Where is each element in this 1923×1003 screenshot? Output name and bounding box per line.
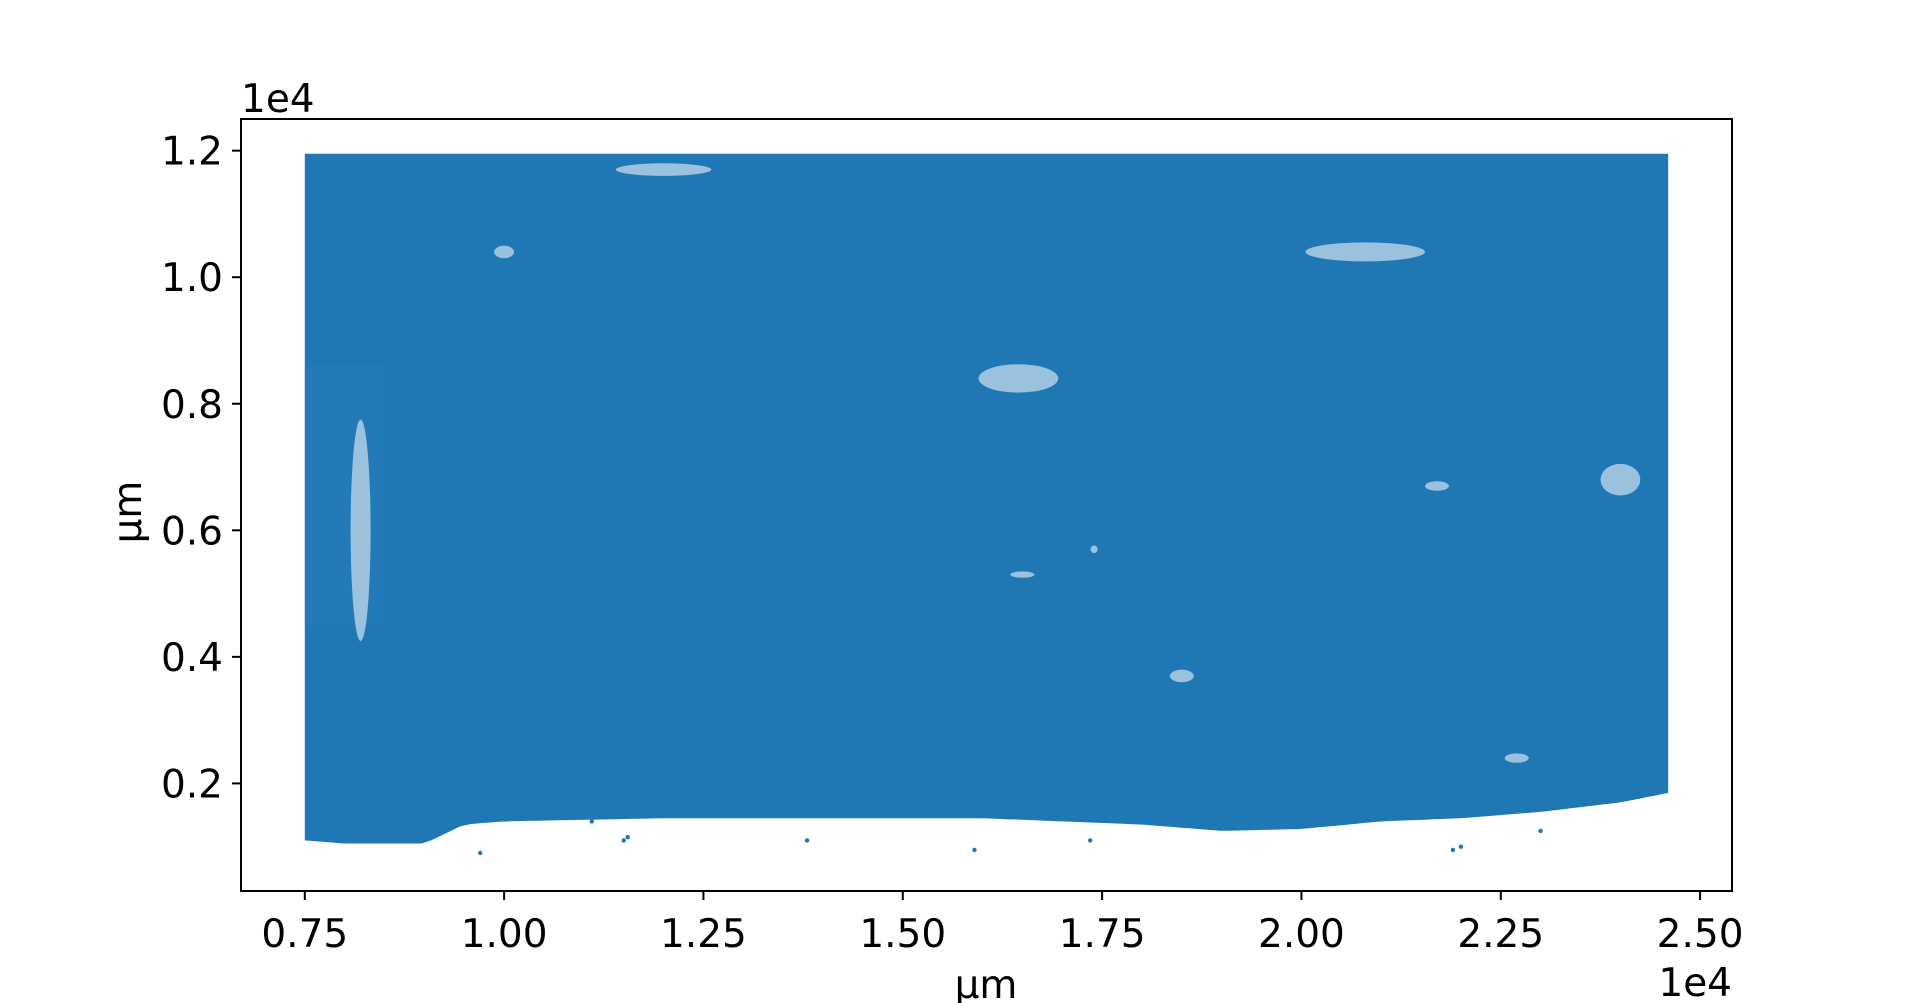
data-point	[1458, 844, 1464, 849]
data-points	[304, 153, 1669, 856]
x-tick-label: 1.75	[1059, 912, 1146, 957]
y-axis-label: µm	[106, 481, 151, 544]
y-tick-label: 0.4	[161, 636, 223, 681]
x-offset-text: 1e4	[1658, 961, 1732, 1003]
x-tick-label: 0.75	[261, 912, 348, 957]
plot-frame	[240, 118, 1733, 892]
x-tick-label: 2.25	[1457, 912, 1544, 957]
cloud-gap	[1305, 242, 1425, 262]
data-point	[625, 835, 630, 840]
data-point	[1538, 828, 1543, 834]
cloud-gap	[1425, 481, 1449, 491]
data-point	[1450, 847, 1456, 853]
y-axis-ticks: 0.2 0.4 0.6 0.8 1.0 1.2	[161, 130, 241, 807]
cloud-gap	[1504, 753, 1529, 763]
x-tick-label: 1.50	[859, 912, 946, 957]
y-offset-text: 1e4	[241, 77, 315, 122]
cloud-edge-sparse-region	[304, 365, 385, 626]
y-tick-label: 0.8	[161, 383, 223, 428]
y-tick-label: 0.2	[161, 762, 223, 807]
x-axis-label: µm	[955, 963, 1018, 1003]
x-tick-label: 1.25	[660, 912, 747, 957]
cloud-gap	[615, 163, 712, 176]
x-tick-label: 2.50	[1657, 912, 1744, 957]
x-tick-label: 1.00	[461, 912, 548, 957]
y-tick-label: 0.6	[161, 509, 223, 554]
data-point	[589, 819, 594, 824]
data-point	[478, 850, 483, 856]
y-tick-label: 1.2	[161, 130, 223, 175]
y-tick-label: 1.0	[161, 256, 223, 301]
cloud-gap	[350, 419, 371, 641]
data-point	[621, 838, 626, 843]
cloud-gap	[1010, 571, 1035, 578]
cloud-gap	[1169, 669, 1194, 683]
data-point	[804, 838, 810, 843]
data-point	[1088, 838, 1093, 843]
x-tick-label: 2.00	[1258, 912, 1345, 957]
cloud-gap	[978, 364, 1059, 393]
cloud-gap	[1600, 463, 1641, 496]
cloud-gap	[494, 245, 515, 259]
point-cloud	[304, 153, 1669, 844]
data-point	[972, 847, 977, 853]
x-axis-ticks: 0.75 1.00 1.25 1.50 1.75 2.00 2.25 2.50	[261, 891, 1744, 957]
cloud-gap	[1090, 545, 1098, 554]
